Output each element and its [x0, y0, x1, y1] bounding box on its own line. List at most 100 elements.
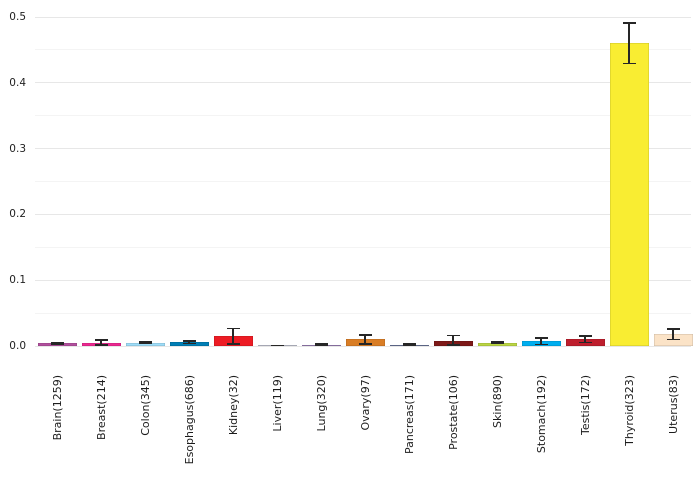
- x-tick-uterus: Uterus(83): [651, 375, 695, 480]
- error-bar-cap-top: [666, 328, 680, 330]
- y-tick-label: 0.1: [9, 274, 26, 287]
- error-bar-line: [188, 340, 190, 344]
- x-tick-testis: Testis(172): [563, 375, 607, 480]
- x-tick-label: Skin(890): [490, 375, 504, 428]
- x-tick-kidney: Kidney(32): [211, 375, 255, 480]
- error-bar-cap-bottom: [622, 62, 636, 65]
- x-axis: Brain(1259) Breast(214) Colon(345) Esophagu…: [35, 375, 695, 480]
- bar-uterus: [653, 334, 693, 346]
- error-bar-cap-top: [402, 343, 416, 345]
- error-bar-cap-bottom: [578, 341, 592, 344]
- bar-group-pancreas: [387, 0, 431, 346]
- error-bar-cap-top: [50, 342, 64, 344]
- error-bar-brain: [50, 342, 64, 345]
- x-tick-label: Ovary(97): [358, 375, 372, 431]
- x-tick-label: Breast(214): [94, 375, 108, 440]
- x-tick-colon: Colon(345): [123, 375, 167, 480]
- error-bar-cap-top: [490, 341, 504, 343]
- gridlines: [35, 0, 695, 347]
- error-bar-cap-bottom: [446, 344, 460, 346]
- bar-colon: [125, 342, 165, 346]
- error-bar-lung: [314, 343, 328, 346]
- x-tick-stomach: Stomach(192): [519, 375, 563, 480]
- bar-group-colon: [123, 0, 167, 346]
- bar-group-uterus: [651, 0, 695, 346]
- error-bar-cap-top: [94, 339, 108, 341]
- error-bar-cap-top: [314, 343, 328, 345]
- bar-brain: [37, 343, 77, 346]
- x-tick-label: Lung(320): [314, 375, 328, 432]
- error-bar-cap-top: [226, 327, 240, 330]
- error-bar-cap-top: [622, 22, 636, 24]
- x-tick-label: Esophagus(686): [182, 375, 196, 465]
- x-tick-label: Prostate(106): [446, 375, 460, 450]
- x-tick-label: Brain(1259): [50, 375, 64, 441]
- major-gridline: [35, 148, 691, 150]
- bar-group-lung: [299, 0, 343, 346]
- x-tick-label: Stomach(192): [534, 375, 548, 454]
- error-bar-colon: [138, 341, 152, 345]
- major-gridline: [35, 279, 691, 281]
- error-bar-testis: [578, 335, 592, 344]
- x-tick-prostate: Prostate(106): [431, 375, 475, 480]
- error-bar-ovary: [358, 334, 372, 345]
- error-bar-liver: [270, 344, 284, 347]
- x-tick-label: Uterus(83): [666, 375, 680, 434]
- error-bar-line: [672, 328, 674, 341]
- x-tick-lung: Lung(320): [299, 375, 343, 480]
- major-gridline: [35, 16, 691, 18]
- x-tick-ovary: Ovary(97): [343, 375, 387, 480]
- x-tick-label: Kidney(32): [226, 375, 240, 436]
- error-bar-cap-bottom: [182, 342, 196, 344]
- error-bar-line: [232, 327, 234, 345]
- error-bar-cap-top: [182, 340, 196, 342]
- error-bar-cap-bottom: [534, 343, 548, 346]
- x-tick-label: Liver(119): [270, 375, 284, 432]
- x-tick-label: Testis(172): [578, 375, 592, 436]
- error-bar-cap-bottom: [490, 342, 504, 345]
- bar-group-skin: [475, 0, 519, 346]
- bar-group-testis: [563, 0, 607, 346]
- error-bar-cap-bottom: [94, 344, 108, 346]
- error-bar-pancreas: [402, 343, 416, 346]
- bar-group-ovary: [343, 0, 387, 346]
- bar-esophagus: [169, 342, 209, 346]
- error-bar-thyroid: [622, 22, 636, 65]
- error-bar-skin: [490, 341, 504, 345]
- error-bar-line: [540, 337, 542, 346]
- major-gridline: [35, 213, 691, 215]
- x-tick-label: Pancreas(171): [402, 375, 416, 454]
- error-bar-cap-bottom: [666, 338, 680, 341]
- minor-gridline: [35, 49, 691, 51]
- bar-group-kidney: [211, 0, 255, 346]
- error-bar-breast: [94, 339, 108, 346]
- error-bar-prostate: [446, 334, 460, 346]
- minor-gridline: [35, 181, 691, 182]
- error-bar-cap-top: [446, 334, 460, 337]
- minor-gridline: [35, 312, 691, 314]
- major-gridline: [35, 82, 691, 84]
- x-tick-esophagus: Esophagus(686): [167, 375, 211, 480]
- bar-thyroid: [609, 43, 649, 346]
- error-bar-cap-top: [534, 337, 548, 339]
- x-tick-label: Thyroid(323): [622, 375, 636, 446]
- bar-group-liver: [255, 0, 299, 347]
- x-tick-brain: Brain(1259): [35, 375, 79, 480]
- error-bar-line: [364, 334, 366, 345]
- error-bar-kidney: [226, 327, 240, 345]
- x-tick-liver: Liver(119): [255, 375, 299, 480]
- error-bar-cap-bottom: [270, 344, 284, 347]
- error-bar-cap-bottom: [314, 344, 328, 346]
- error-bar-line: [628, 22, 630, 65]
- error-bar-uterus: [666, 328, 680, 341]
- bar-group-brain: [35, 0, 79, 346]
- minor-gridline: [35, 115, 691, 117]
- y-tick-label: 0.4: [9, 76, 26, 89]
- error-bar-cap-top: [578, 335, 592, 337]
- error-bar-line: [584, 335, 586, 344]
- error-bar-esophagus: [182, 340, 196, 344]
- x-tick-thyroid: Thyroid(323): [607, 375, 651, 480]
- y-tick-label: 0.0: [9, 340, 26, 352]
- bar-group-thyroid: [607, 0, 651, 346]
- y-axis: 0.0 0.1 0.2 0.3 0.4 0.5: [0, 0, 30, 352]
